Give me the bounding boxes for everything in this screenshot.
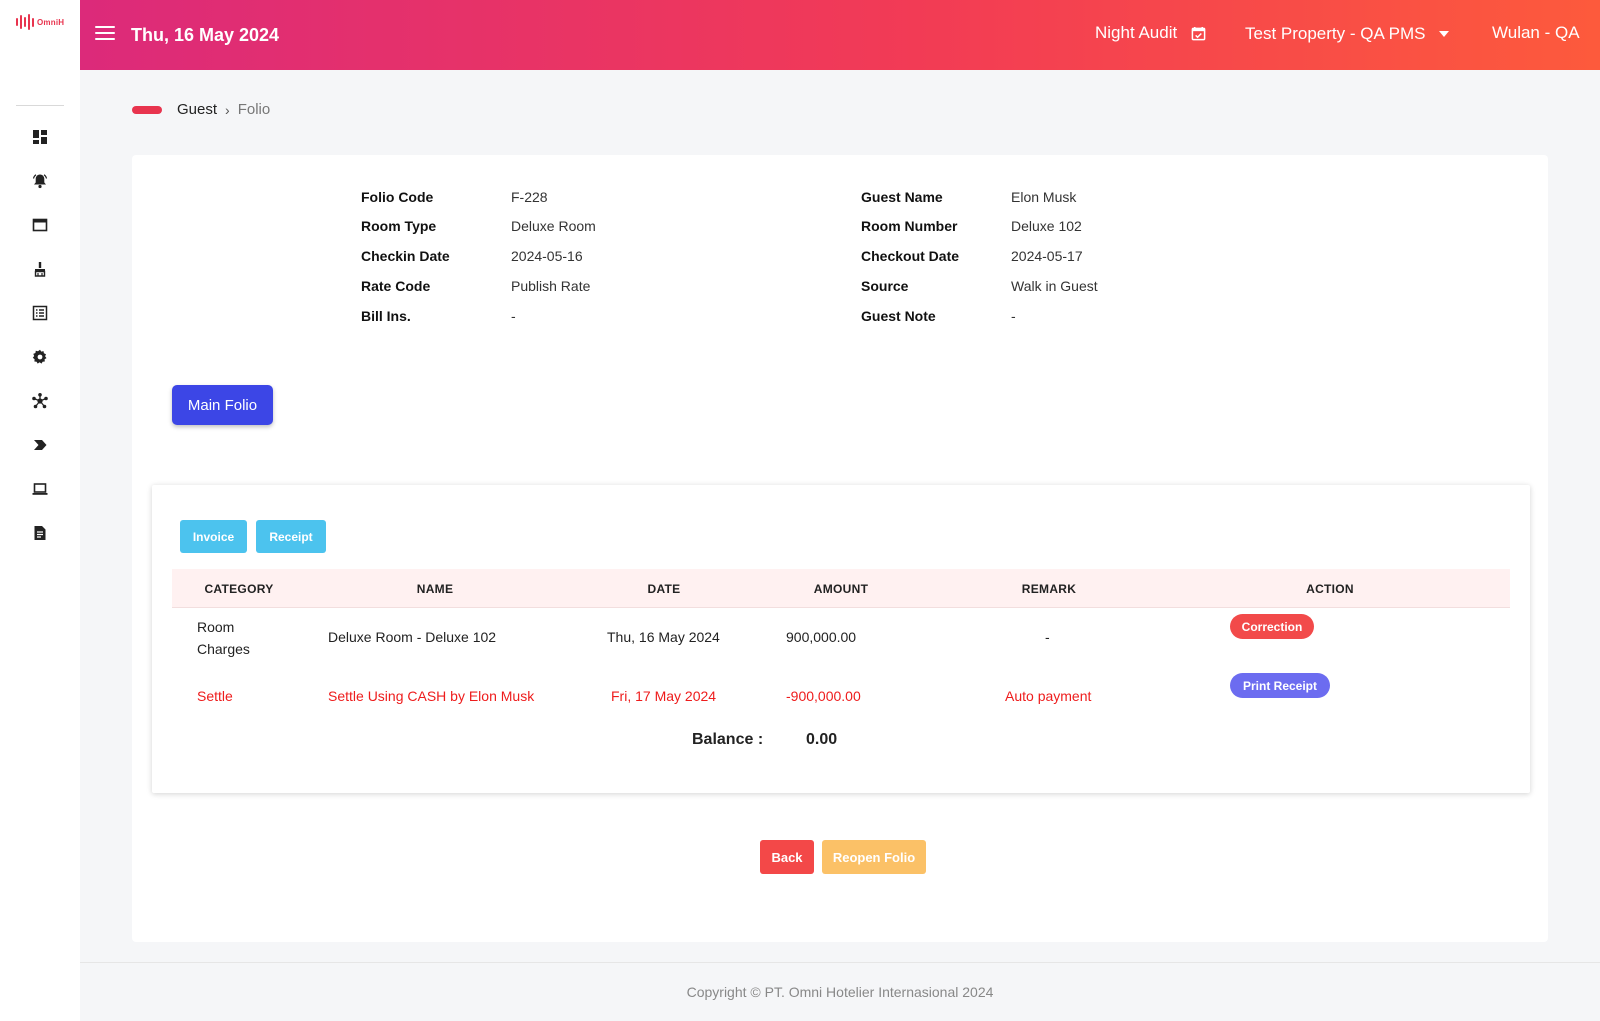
breadcrumb-guest[interactable]: Guest <box>177 101 218 118</box>
cell-name: Deluxe Room - Deluxe 102 <box>328 629 497 645</box>
balance-label: Balance : <box>692 731 764 748</box>
table-header: CATEGORY NAME DATE AMOUNT REMARK ACTION <box>172 569 1510 608</box>
window-icon[interactable] <box>30 215 50 235</box>
network-icon[interactable] <box>30 391 50 411</box>
dashboard-icon[interactable] <box>30 127 50 147</box>
property-selector[interactable]: Test Property - QA PMS <box>1245 24 1450 44</box>
back-button[interactable]: Back <box>760 840 814 874</box>
folio-card: Folio Code F-228 Room Type Deluxe Room C… <box>132 155 1548 942</box>
sidebar: OmniH <box>0 0 80 1021</box>
invoice-button[interactable]: Invoice <box>180 520 247 553</box>
info-label: Source <box>861 278 909 294</box>
info-value: Publish Rate <box>511 278 591 294</box>
info-label: Room Type <box>361 218 437 234</box>
bell-icon[interactable] <box>30 171 50 191</box>
print-receipt-button[interactable]: Print Receipt <box>1230 673 1330 698</box>
footer-divider <box>80 962 1600 963</box>
user-menu[interactable]: Wulan - QA <box>1492 23 1580 42</box>
breadcrumb: Guest › Folio <box>177 101 270 118</box>
breadcrumb-marker <box>132 106 162 114</box>
laptop-icon[interactable] <box>30 479 50 499</box>
info-label: Guest Note <box>861 308 936 324</box>
property-label: Test Property - QA PMS <box>1245 24 1426 43</box>
info-label: Room Number <box>861 218 958 234</box>
info-label: Rate Code <box>361 278 431 294</box>
info-value: Deluxe 102 <box>1011 218 1082 234</box>
balance-value: 0.00 <box>806 731 838 748</box>
info-label: Bill Ins. <box>361 308 411 324</box>
transactions-card: Invoice Receipt CATEGORY NAME DATE AMOUN… <box>152 485 1530 793</box>
cell-amount: 900,000.00 <box>786 629 857 645</box>
info-label: Folio Code <box>361 189 434 205</box>
footer-copyright: Copyright © PT. Omni Hotelier Internasio… <box>686 984 994 1000</box>
info-value: F-228 <box>511 189 548 205</box>
main-folio-tab[interactable]: Main Folio <box>172 385 273 425</box>
sidebar-divider <box>16 105 64 106</box>
cell-date: Fri, 17 May 2024 <box>611 688 717 704</box>
report-icon[interactable] <box>30 523 50 543</box>
night-audit-button[interactable]: Night Audit <box>1095 23 1206 43</box>
receipt-button[interactable]: Receipt <box>256 520 326 553</box>
list-icon[interactable] <box>30 303 50 323</box>
info-value: Walk in Guest <box>1011 278 1098 294</box>
cell-date: Thu, 16 May 2024 <box>607 629 720 645</box>
calendar-check-icon <box>1191 26 1206 40</box>
cell-remark: Auto payment <box>1005 688 1092 704</box>
column-header-date: DATE <box>647 582 681 596</box>
info-value: Elon Musk <box>1011 189 1077 205</box>
column-header-name: NAME <box>416 582 454 596</box>
chevron-tag-icon[interactable] <box>30 435 50 455</box>
info-value: - <box>511 308 516 324</box>
correction-button[interactable]: Correction <box>1230 614 1314 639</box>
info-value: - <box>1011 308 1016 324</box>
column-header-category: CATEGORY <box>204 582 274 596</box>
omnih-logo[interactable]: OmniH <box>16 14 64 30</box>
info-label: Checkout Date <box>861 248 960 264</box>
breadcrumb-folio: Folio <box>237 101 271 118</box>
column-header-remark: REMARK <box>1021 582 1077 596</box>
cell-category: Settle <box>197 688 233 704</box>
reopen-folio-button[interactable]: Reopen Folio <box>822 840 926 874</box>
logo-text: OmniH <box>37 17 65 27</box>
top-header: Thu, 16 May 2024 Night Audit Test Proper… <box>80 0 1600 70</box>
cell-remark: - <box>1045 629 1050 645</box>
info-label: Guest Name <box>861 189 943 205</box>
column-header-action: ACTION <box>1306 582 1354 596</box>
night-audit-label: Night Audit <box>1095 23 1178 42</box>
housekeeping-icon[interactable] <box>30 259 50 279</box>
breadcrumb-separator-icon: › <box>225 101 230 118</box>
info-label: Checkin Date <box>361 248 450 264</box>
column-header-amount: AMOUNT <box>813 582 869 596</box>
header-date: Thu, 16 May 2024 <box>131 25 280 45</box>
chevron-down-icon <box>1439 31 1450 37</box>
cell-category: Room Charges <box>197 619 250 657</box>
menu-icon[interactable] <box>95 26 115 42</box>
cell-name: Settle Using CASH by Elon Musk <box>328 688 535 704</box>
info-value: 2024-05-16 <box>511 248 583 264</box>
gear-icon[interactable] <box>30 347 50 367</box>
info-value: Deluxe Room <box>511 218 596 234</box>
logo-bars-icon <box>16 14 34 30</box>
info-value: 2024-05-17 <box>1011 248 1083 264</box>
cell-amount: -900,000.00 <box>786 688 861 704</box>
